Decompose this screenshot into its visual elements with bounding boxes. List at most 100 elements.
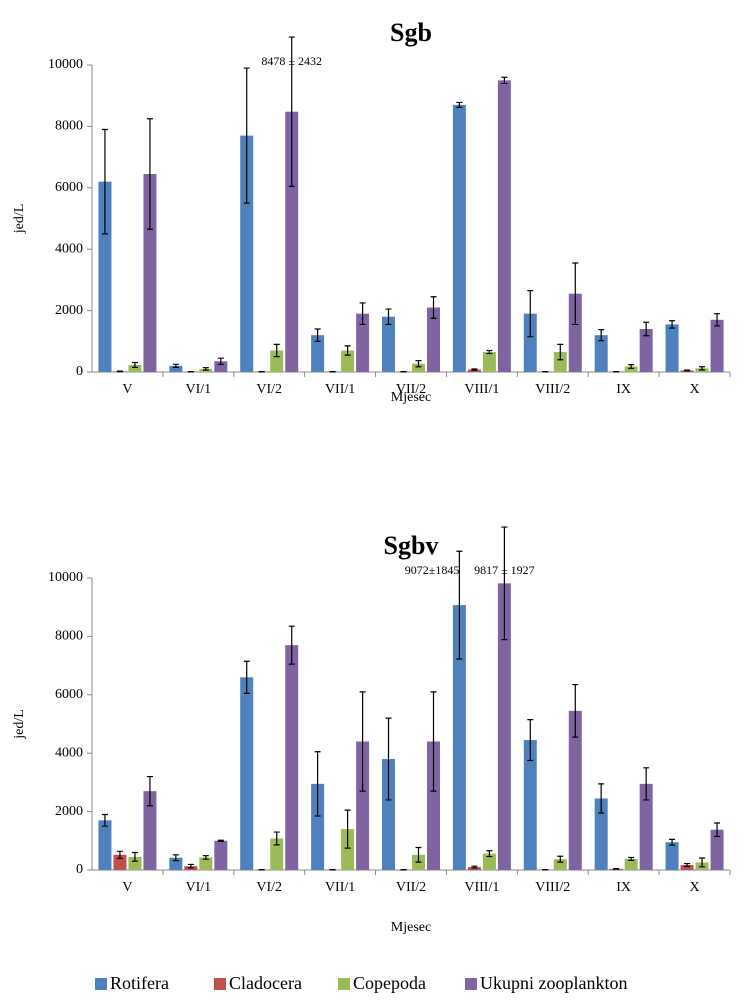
y-tick-label: 6000 bbox=[55, 687, 83, 702]
error-bar bbox=[359, 691, 366, 792]
error-bar bbox=[344, 809, 351, 849]
error-bar bbox=[643, 321, 650, 337]
bar bbox=[356, 741, 370, 870]
chart-title: Sgb bbox=[390, 18, 432, 47]
x-tick-label: VII/2 bbox=[396, 382, 426, 397]
error-bar bbox=[202, 855, 209, 860]
error-bar bbox=[385, 717, 392, 801]
bar bbox=[214, 840, 228, 870]
bar bbox=[214, 361, 228, 372]
error-bar bbox=[628, 364, 635, 369]
bar bbox=[270, 350, 284, 372]
bar bbox=[452, 605, 466, 870]
x-tick-label: VIII/2 bbox=[535, 880, 570, 895]
error-bar bbox=[471, 865, 478, 869]
bar bbox=[311, 335, 325, 372]
error-bar bbox=[456, 550, 463, 660]
error-bar bbox=[101, 813, 108, 827]
error-bar bbox=[187, 863, 194, 869]
error-bar bbox=[598, 783, 605, 814]
y-tick-label: 6000 bbox=[55, 180, 83, 195]
bar bbox=[482, 853, 496, 870]
bar bbox=[285, 645, 299, 870]
bar bbox=[568, 293, 582, 372]
bar bbox=[341, 829, 355, 870]
bar bbox=[482, 352, 496, 372]
error-bar bbox=[359, 302, 366, 326]
error-bar bbox=[217, 839, 224, 842]
bar bbox=[169, 365, 183, 372]
error-bar bbox=[699, 857, 706, 868]
error-bar bbox=[613, 867, 620, 870]
error-bar bbox=[131, 361, 138, 368]
error-bar bbox=[314, 328, 321, 342]
bar bbox=[568, 710, 582, 870]
x-tick-label: VIII/1 bbox=[464, 382, 499, 397]
bar bbox=[523, 740, 537, 870]
error-bar bbox=[146, 118, 153, 230]
bar bbox=[285, 111, 299, 372]
bar bbox=[356, 313, 370, 372]
annotation: 9072±1845 bbox=[405, 563, 460, 577]
error-bar bbox=[669, 838, 676, 846]
bar bbox=[452, 104, 466, 372]
y-tick-label: 2000 bbox=[55, 303, 83, 318]
bar bbox=[624, 366, 638, 372]
error-bar bbox=[116, 850, 123, 859]
bar bbox=[594, 798, 608, 870]
error-bar bbox=[527, 719, 534, 762]
bar bbox=[341, 350, 355, 372]
error-bar bbox=[699, 366, 706, 371]
error-bar bbox=[501, 76, 508, 85]
bar bbox=[497, 583, 511, 870]
y-tick-label: 8000 bbox=[55, 629, 83, 644]
x-tick-label: VII/2 bbox=[396, 880, 426, 895]
x-tick-label: IX bbox=[616, 880, 631, 895]
y-tick-label: 0 bbox=[76, 862, 83, 877]
error-bar bbox=[202, 367, 209, 371]
x-tick-label: IX bbox=[616, 382, 631, 397]
bar bbox=[427, 741, 440, 870]
annotation: 9817 ± 1927 bbox=[474, 563, 535, 577]
bar bbox=[497, 80, 511, 372]
bar bbox=[594, 335, 608, 372]
bar bbox=[665, 842, 679, 870]
error-bar bbox=[243, 660, 250, 694]
error-bar bbox=[669, 320, 676, 329]
bar bbox=[143, 173, 157, 372]
bar bbox=[639, 783, 653, 870]
bar bbox=[240, 135, 254, 372]
bar bbox=[128, 856, 142, 870]
y-axis-label: jed/L bbox=[12, 709, 27, 740]
y-tick-label: 2000 bbox=[55, 804, 83, 819]
y-tick-label: 0 bbox=[76, 364, 83, 379]
bar bbox=[98, 181, 112, 372]
error-bar bbox=[172, 363, 179, 368]
y-tick-label: 4000 bbox=[55, 241, 83, 256]
x-tick-label: VI/1 bbox=[185, 382, 211, 397]
error-bar bbox=[273, 831, 280, 846]
error-bar bbox=[430, 691, 437, 792]
y-tick-label: 10000 bbox=[48, 57, 83, 72]
error-bar bbox=[415, 360, 422, 368]
y-tick-label: 10000 bbox=[48, 570, 83, 585]
error-bar bbox=[714, 822, 721, 838]
error-bar bbox=[714, 313, 721, 327]
bar bbox=[624, 858, 638, 870]
x-tick-label: VI/1 bbox=[185, 880, 211, 895]
error-bar bbox=[557, 343, 564, 361]
x-tick-label: X bbox=[689, 880, 699, 895]
bar bbox=[412, 363, 425, 372]
bar bbox=[467, 369, 481, 372]
error-bar bbox=[501, 526, 508, 641]
y-axis-label: jed/L bbox=[12, 204, 27, 235]
legend-swatch bbox=[465, 978, 477, 990]
x-tick-label: VII/1 bbox=[325, 382, 355, 397]
error-bar bbox=[385, 308, 392, 326]
bar bbox=[680, 865, 694, 870]
error-bar bbox=[243, 67, 250, 204]
error-bar bbox=[101, 128, 108, 235]
error-bar bbox=[146, 775, 153, 807]
legend-swatch bbox=[338, 978, 350, 990]
